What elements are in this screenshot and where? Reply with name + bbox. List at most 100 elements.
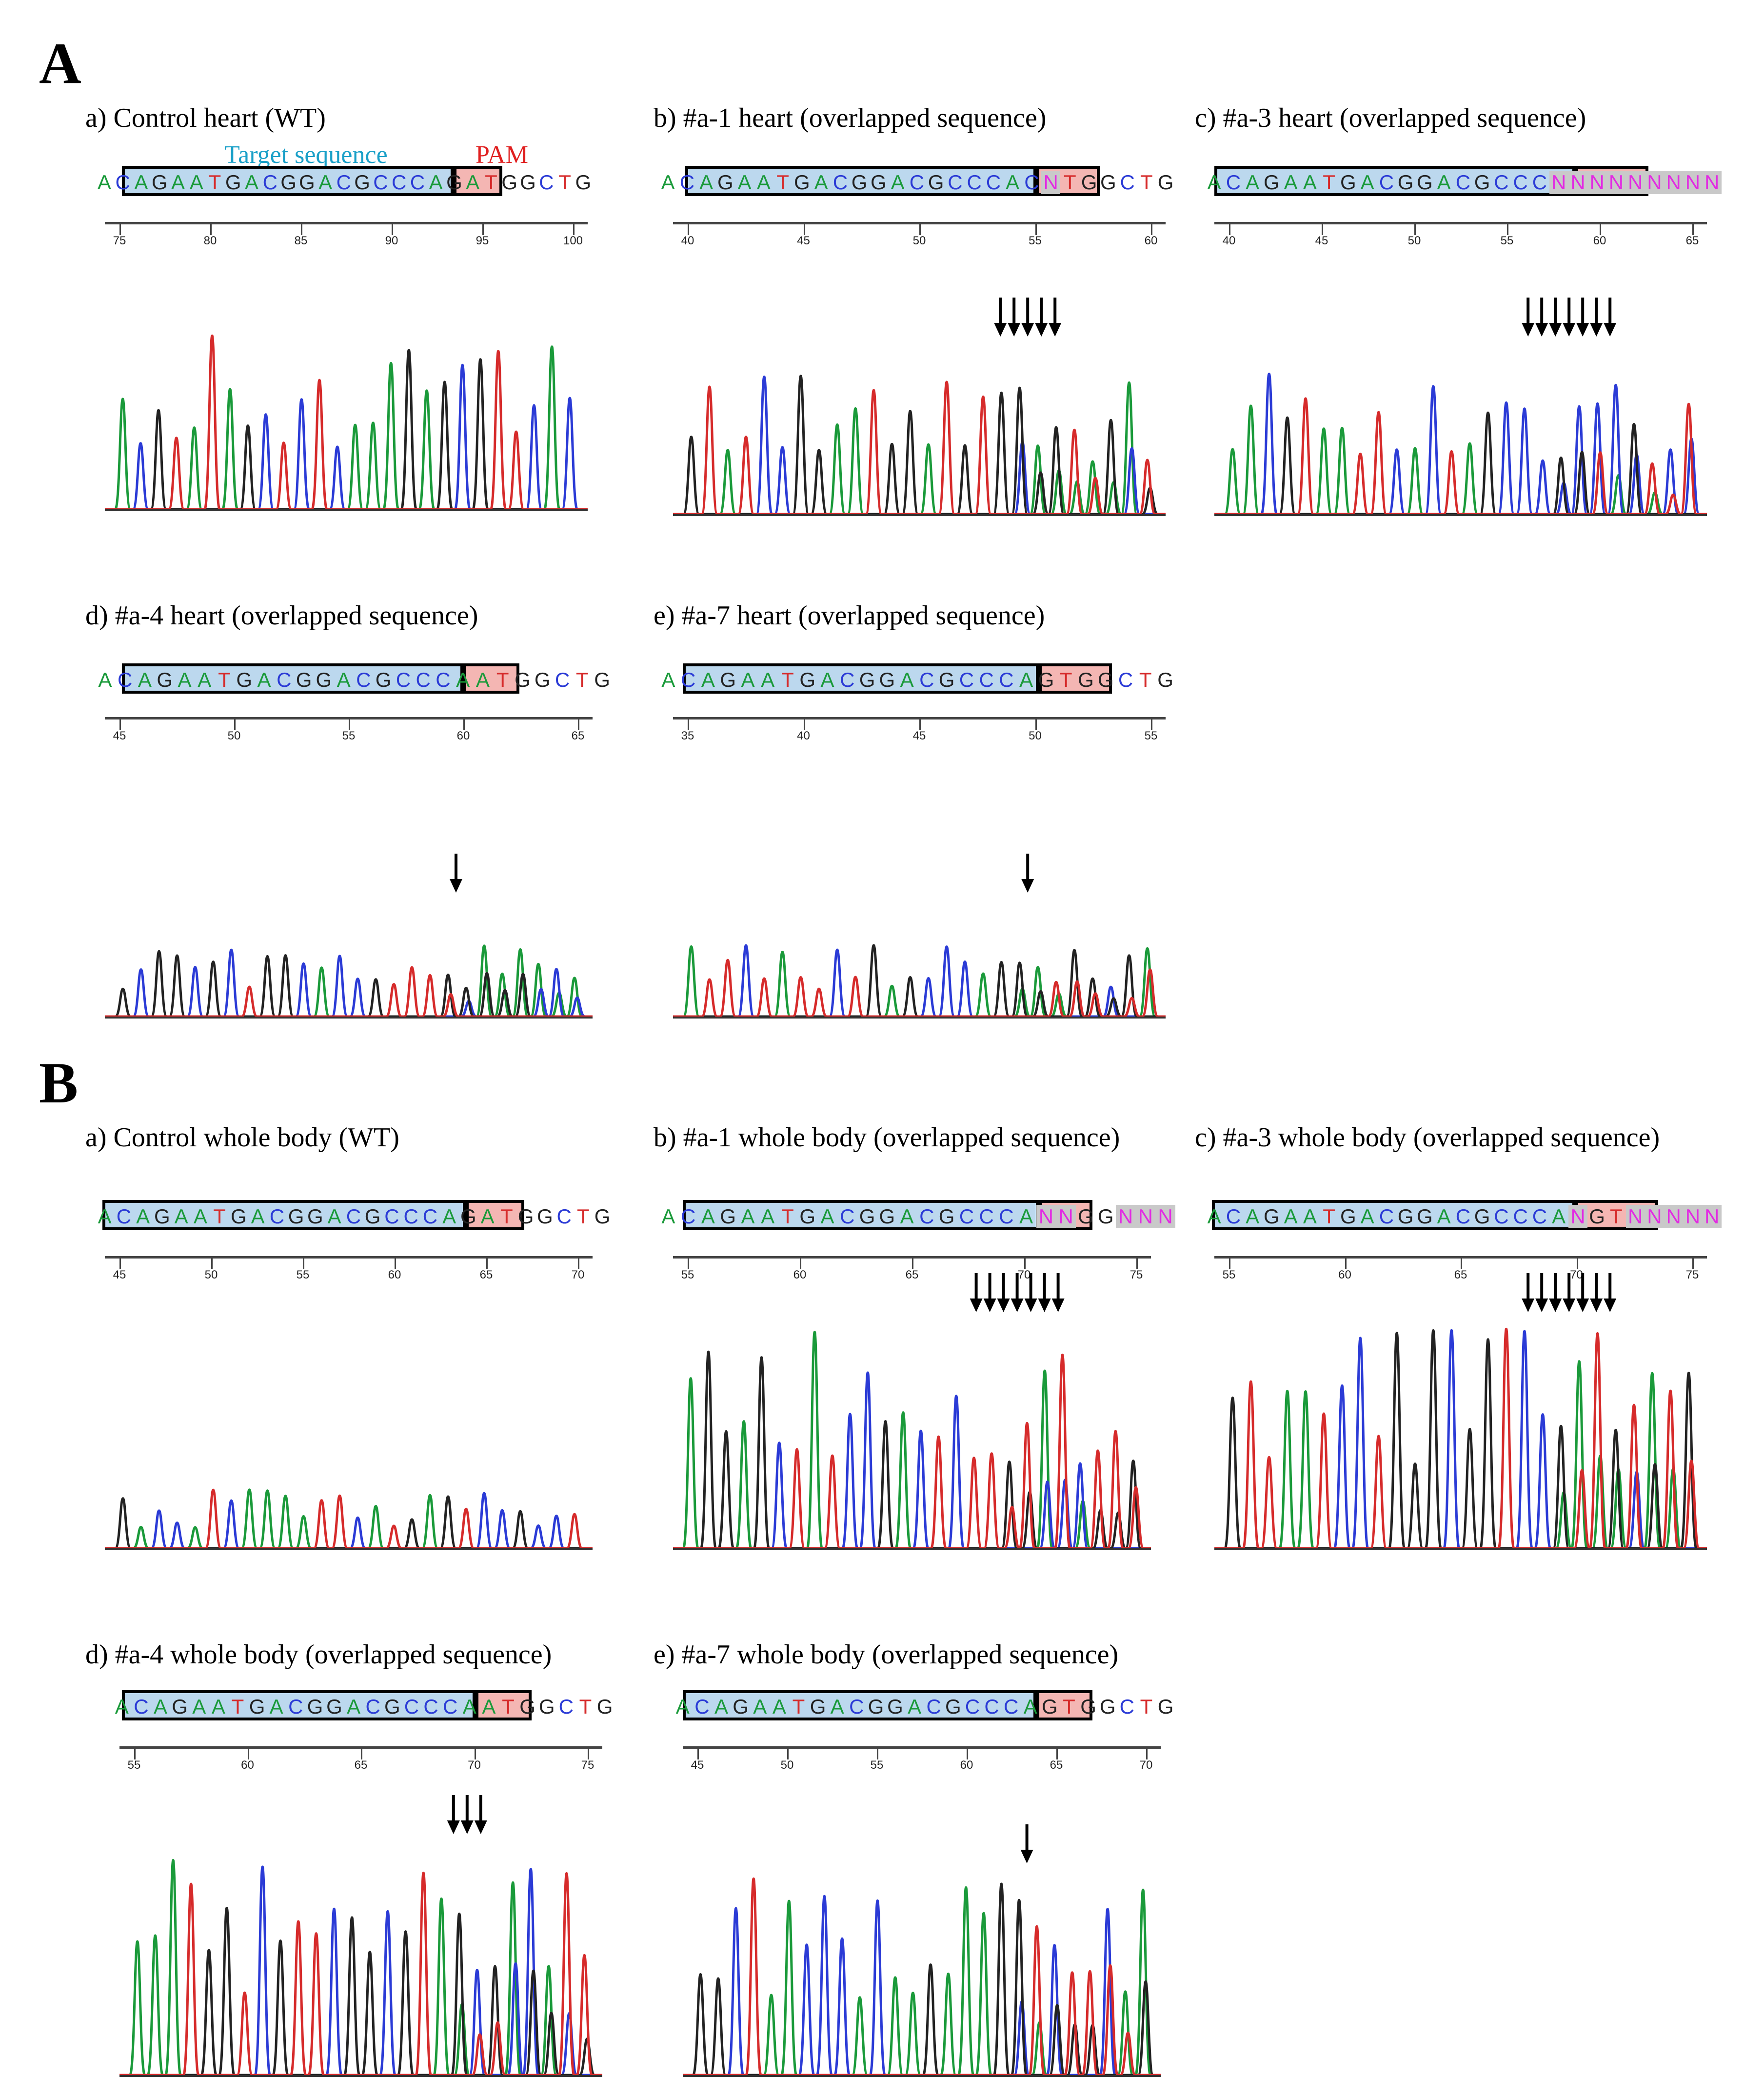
base-call: A: [661, 668, 675, 691]
base-call: C: [356, 668, 371, 691]
base-call: G: [859, 1205, 875, 1228]
base-call: C: [391, 171, 407, 194]
axis-tick-label: 60: [456, 729, 470, 742]
axis-tick: [211, 1259, 213, 1269]
mutation-arrow: [1563, 1273, 1576, 1312]
panel-title: a) Control heart (WT): [85, 103, 326, 133]
base-call: G: [354, 171, 370, 194]
base-call: N: [1664, 1205, 1684, 1228]
base-call: G: [1397, 1205, 1414, 1228]
base-call: G: [520, 171, 536, 194]
base-call: N: [1606, 171, 1626, 194]
base-call: N: [1625, 1205, 1645, 1228]
base-call: C: [986, 171, 1001, 194]
base-call: G: [157, 668, 173, 691]
axis-tick: [1151, 719, 1152, 730]
target-sequence-box: [1214, 166, 1575, 196]
mutation-arrow: [1604, 298, 1617, 337]
base-call: A: [1360, 1205, 1374, 1228]
base-call: G: [1417, 1205, 1433, 1228]
axis-tick-label: 70: [1139, 1758, 1153, 1772]
base-call: A: [1437, 1205, 1451, 1228]
base-call: A: [701, 1205, 715, 1228]
position-axis: 55 60 65 70 75: [1214, 1256, 1707, 1281]
base-call: N: [1625, 171, 1645, 194]
chromatogram-trace: [673, 854, 1166, 1019]
base-call: C: [416, 668, 431, 691]
base-call: G: [1078, 668, 1094, 691]
base-call: C: [1494, 1205, 1509, 1228]
base-call: A: [192, 1695, 206, 1718]
axis-tick-label: 50: [1029, 729, 1042, 742]
base-call: G: [1157, 171, 1174, 194]
axis-tick: [919, 224, 921, 235]
mutation-arrow: [1522, 1273, 1535, 1312]
base-call: A: [98, 1205, 112, 1228]
base-call: G: [799, 1205, 816, 1228]
base-call: C: [115, 171, 130, 194]
trace-line: [119, 1858, 602, 2077]
base-call: G: [945, 1695, 961, 1718]
base-call: G: [868, 1695, 884, 1718]
base-call: A: [1207, 1205, 1221, 1228]
base-call: A: [174, 1205, 188, 1228]
section-label-b: B: [39, 1050, 79, 1115]
base-call: A: [136, 1205, 150, 1228]
base-call: C: [442, 1695, 458, 1718]
axis-tick-label: 60: [241, 1758, 254, 1772]
base-call: C: [373, 171, 388, 194]
base-call: G: [364, 1205, 381, 1228]
base-call: C: [1513, 171, 1528, 194]
axis-tick: [119, 719, 121, 730]
axis-tick: [1600, 224, 1601, 235]
base-call: G: [236, 668, 253, 691]
trace-line: [683, 1882, 1161, 2077]
target-sequence-box: [102, 1200, 466, 1230]
mutation-arrow: [1549, 298, 1562, 337]
base-call: T: [1063, 1695, 1075, 1718]
axis-tick-label: 60: [793, 1268, 807, 1281]
base-call: T: [208, 171, 221, 194]
base-call: C: [979, 1205, 994, 1228]
base-call: G: [720, 668, 736, 691]
base-call: A: [115, 1695, 129, 1718]
panel-title: d) #a-4 heart (overlapped sequence): [85, 600, 478, 631]
axis-tick-label: 95: [476, 234, 489, 247]
position-axis: 40 45 50 55 60: [673, 222, 1166, 247]
base-call: C: [840, 668, 855, 691]
axis-tick-label: 70: [468, 1758, 481, 1772]
base-call: G: [851, 171, 868, 194]
base-call: G: [1264, 1205, 1280, 1228]
axis-tick: [395, 1259, 396, 1269]
base-call: C: [1024, 171, 1039, 194]
position-axis: 45 50 55 60 65: [105, 717, 593, 742]
mutation-arrow: [1020, 1824, 1033, 1863]
axis-tick: [119, 224, 121, 235]
base-call: G: [384, 1695, 400, 1718]
base-call: G: [1080, 1695, 1096, 1718]
base-call: C: [555, 668, 570, 691]
base-call: A: [480, 1205, 495, 1228]
base-call: C: [919, 668, 934, 691]
axis-tick: [486, 1259, 488, 1269]
axis-tick-label: 50: [204, 1268, 218, 1281]
position-axis: 75 80 85 90 95 100: [105, 222, 588, 247]
base-call: T: [781, 668, 794, 691]
base-call: C: [396, 668, 411, 691]
base-call: G: [288, 1205, 304, 1228]
base-call: C: [680, 1205, 696, 1228]
base-call: A: [753, 1695, 767, 1718]
base-call: G: [501, 171, 518, 194]
base-call: G: [1100, 171, 1116, 194]
base-call: G: [231, 1205, 247, 1228]
axis-tick-label: 50: [227, 729, 241, 742]
legend-target-sequence: Target sequence: [224, 141, 388, 169]
base-call: A: [189, 171, 203, 194]
trace-line: [673, 945, 1166, 1018]
